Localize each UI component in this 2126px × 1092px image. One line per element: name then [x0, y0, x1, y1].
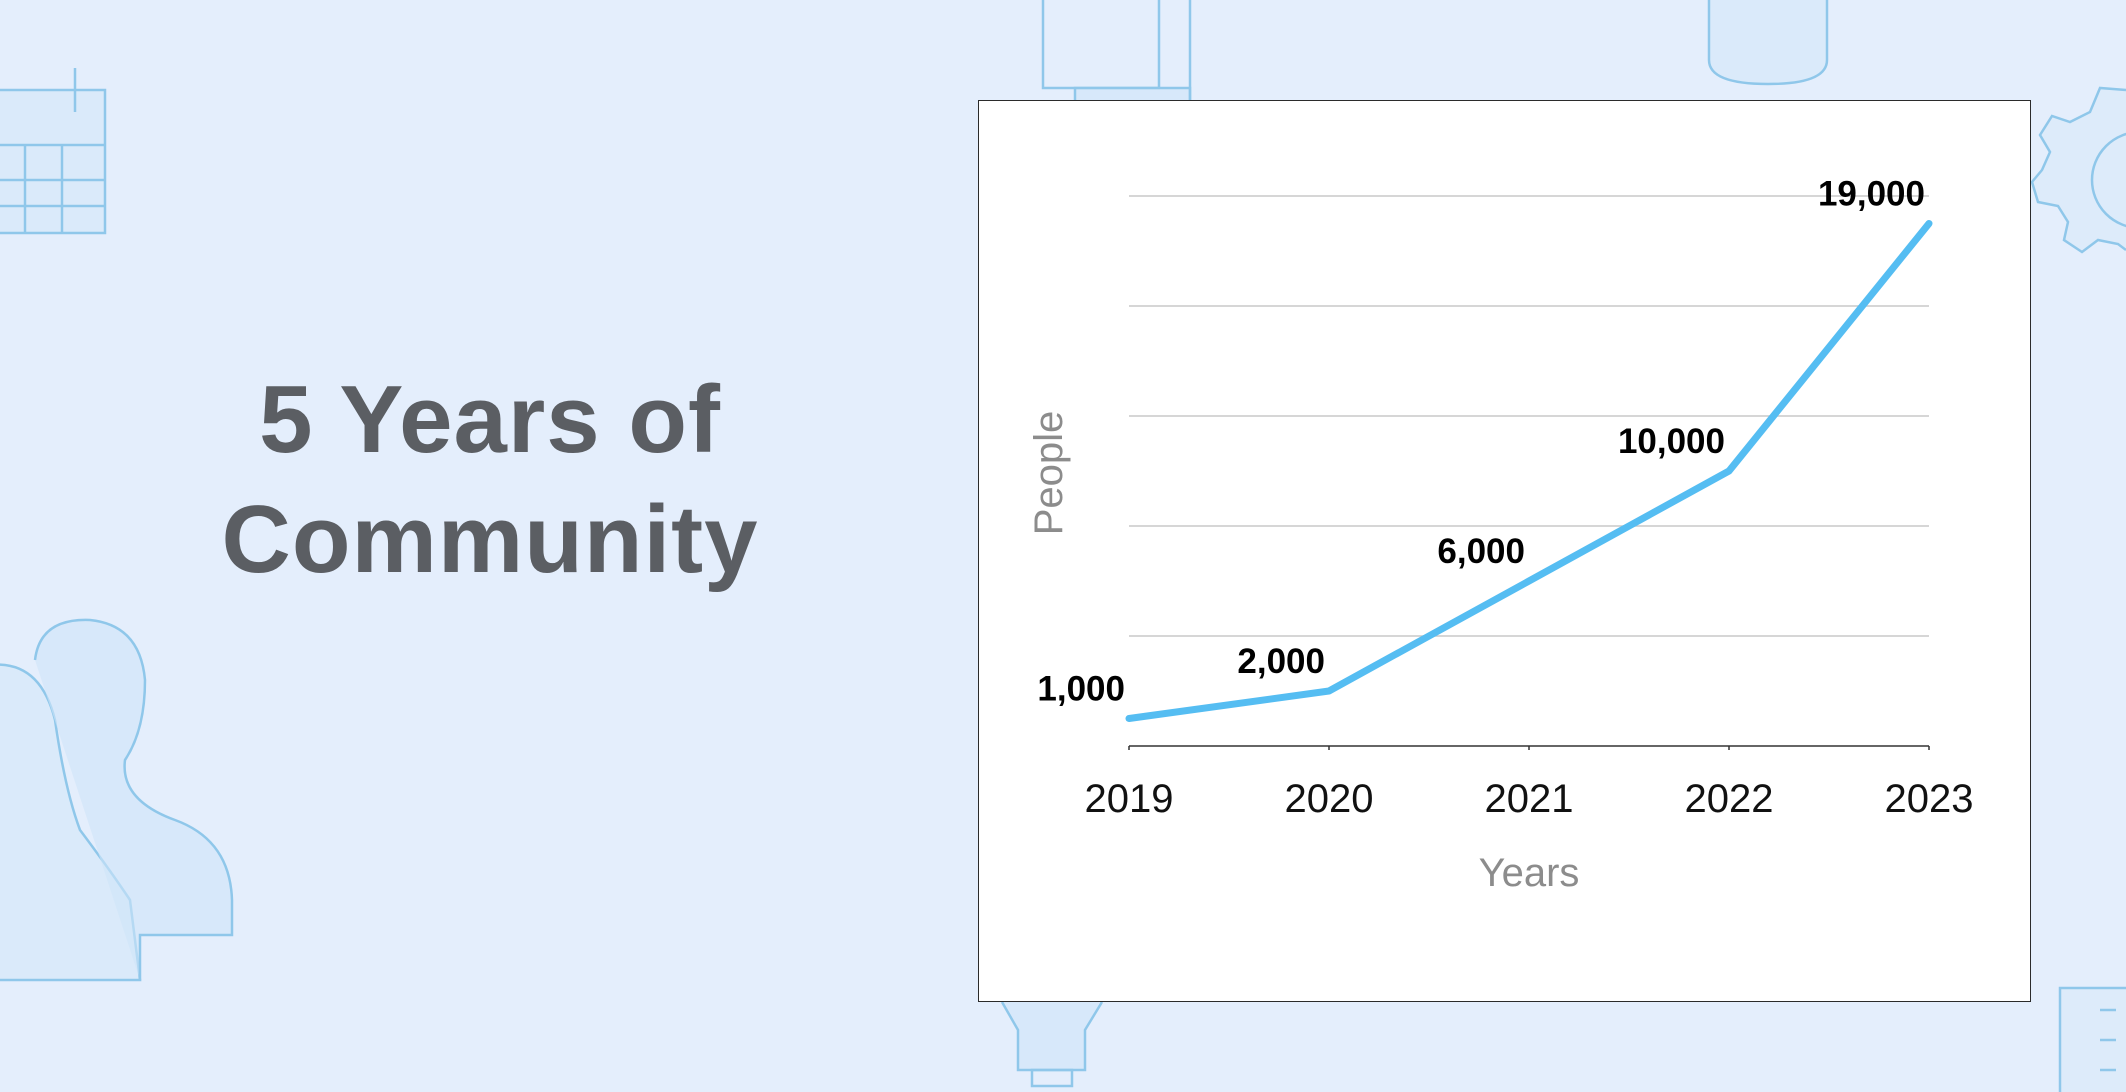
- lightbulb-icon: [1000, 1001, 1104, 1088]
- x-tick-label: 2023: [1885, 777, 1974, 821]
- data-label: 6,000: [1437, 532, 1525, 571]
- y-axis-title: People: [1027, 411, 1071, 536]
- line-chart: 2019 2020 2021 2022 2023 1,000 2,000 6,000 10,0…: [1027, 175, 1974, 896]
- page-title: 5 Years of Community: [120, 360, 860, 600]
- person-icon: [0, 618, 234, 982]
- data-point: [1126, 715, 1132, 722]
- data-point: [1526, 578, 1532, 584]
- x-tick-label: 2021: [1485, 777, 1574, 821]
- x-tick-label: 2022: [1685, 777, 1774, 821]
- ruler-icon: [2058, 986, 2126, 1092]
- title-line-1: 5 Years of: [259, 366, 721, 473]
- gear-icon: [2030, 86, 2126, 254]
- data-label: 10,000: [1618, 422, 1725, 461]
- data-label: 2,000: [1237, 642, 1325, 681]
- gridlines: [1129, 195, 1929, 637]
- calendar-icon: [0, 68, 107, 235]
- title-line-2: Community: [221, 486, 759, 593]
- data-labels: 1,000 2,000 6,000 10,000 19,000: [1037, 175, 1932, 722]
- x-tick-label: 2020: [1285, 777, 1374, 821]
- data-point: [1926, 220, 1932, 227]
- x-axis-title: Years: [1479, 851, 1580, 895]
- data-label: 1,000: [1037, 670, 1125, 709]
- data-point: [1326, 688, 1332, 694]
- cylinder-icon: [1707, 0, 1829, 86]
- data-point: [1726, 468, 1732, 474]
- data-label: 19,000: [1818, 175, 1925, 214]
- x-axis: 2019 2020 2021 2022 2023: [1085, 745, 1974, 821]
- x-tick-label: 2019: [1085, 777, 1174, 821]
- chart-panel: 2019 2020 2021 2022 2023 1,000 2,000 6,000 10,0…: [978, 100, 2031, 1002]
